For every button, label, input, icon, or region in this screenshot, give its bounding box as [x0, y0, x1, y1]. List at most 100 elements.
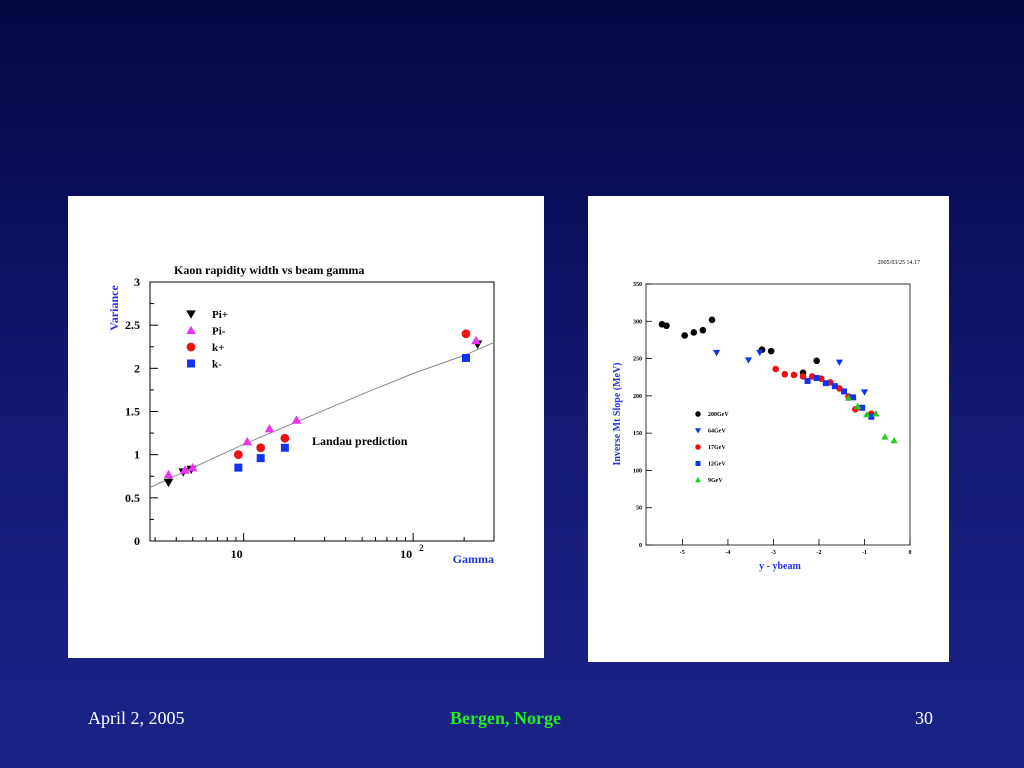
x-tick-label: 0	[909, 550, 912, 556]
legend-label: 200GeV	[708, 412, 729, 418]
data-point	[881, 433, 889, 440]
data-point	[712, 349, 721, 357]
data-point	[756, 349, 764, 357]
data-point	[854, 402, 862, 409]
data-point	[663, 322, 670, 330]
data-point	[242, 436, 253, 446]
data-point	[859, 404, 866, 411]
data-point	[291, 415, 302, 424]
inverse-mt-slope-chart: 2005/03/25 14.17 0 50 100 150 200 250 300 350 -5 -…	[612, 260, 920, 572]
x-tick-label: -5	[680, 550, 685, 556]
landau-prediction-curve	[149, 341, 495, 488]
legend-label: 9GeV	[708, 478, 723, 484]
data-point	[708, 316, 716, 324]
data-point	[233, 450, 243, 460]
legend-marker	[695, 461, 701, 466]
y-tick-label: 250	[633, 357, 642, 363]
legend-marker	[695, 428, 701, 434]
data-point	[187, 462, 198, 472]
data-point	[890, 437, 898, 444]
x-axis-label: Gamma	[453, 552, 494, 566]
data-point	[767, 347, 775, 355]
legend-marker	[186, 342, 196, 352]
x-tick-label: -4	[725, 550, 730, 556]
data-point	[813, 357, 820, 365]
legend-marker	[695, 477, 701, 483]
data-point	[841, 388, 847, 395]
data-point	[781, 370, 789, 378]
footer-page-number: 30	[915, 708, 933, 728]
data-point	[835, 359, 844, 366]
y-axis-label: Variance	[107, 285, 121, 331]
data-point	[461, 329, 471, 339]
y-tick-label: 300	[633, 319, 642, 325]
y-tick-label: 0.5	[125, 491, 140, 505]
y-tick-label: 50	[636, 506, 642, 512]
y-axis-label: Inverse Mt Slope (MeV)	[612, 362, 623, 465]
data-point	[790, 371, 798, 379]
kaon-variance-chart: Kaon rapidity width vs beam gamma 0 0.5 1 1.…	[107, 263, 495, 566]
y-tick-label: 2.5	[125, 318, 140, 332]
x-tick-label: 10	[231, 547, 243, 561]
legend-label: 12GeV	[708, 462, 726, 468]
data-point	[860, 389, 869, 396]
x-tick-label: -3	[771, 550, 776, 556]
x-tick-label: -1	[862, 550, 867, 556]
data-point	[256, 443, 266, 453]
data-point	[831, 383, 838, 390]
legend-marker	[186, 325, 196, 335]
y-tick-label: 200	[633, 394, 642, 400]
timestamp: 2005/03/25 14.17	[878, 260, 920, 266]
legend-label: Pi+	[212, 309, 228, 321]
legend-label: Pi-	[212, 326, 226, 338]
data-point	[280, 443, 289, 452]
data-point	[690, 329, 698, 336]
y-tick-label: 3	[134, 275, 140, 289]
data-point	[850, 394, 857, 401]
y-tick-label: 150	[633, 431, 642, 437]
data-point	[772, 365, 780, 373]
y-tick-label: 0	[134, 534, 140, 548]
data-point	[822, 380, 829, 387]
data-point	[844, 394, 853, 401]
legend-marker	[695, 411, 701, 417]
x-tick-label-exponent: 2	[419, 543, 424, 553]
data-point	[681, 332, 688, 339]
data-point	[471, 335, 481, 345]
data-point	[280, 433, 290, 443]
data-point	[804, 377, 811, 384]
y-tick-label: 100	[633, 468, 642, 474]
data-point	[163, 469, 174, 479]
chart-title: Kaon rapidity width vs beam gamma	[174, 263, 364, 277]
legend-marker	[187, 359, 195, 368]
data-point	[868, 413, 875, 420]
y-tick-label: 0	[639, 543, 642, 549]
plot-frame	[645, 283, 911, 546]
data-point	[461, 353, 470, 362]
data-point	[256, 454, 265, 463]
y-tick-label: 1.5	[125, 405, 140, 419]
data-point	[863, 410, 871, 418]
y-tick-label: 2	[134, 361, 140, 375]
data-point	[813, 374, 820, 381]
legend-label: k+	[212, 342, 224, 354]
data-point	[180, 465, 190, 474]
data-point	[872, 410, 880, 417]
legend-label: k-	[212, 359, 222, 371]
footer-location: Bergen, Norge	[450, 708, 561, 728]
legend-label: 17GeV	[708, 445, 726, 451]
right-chart-panel: 2005/03/25 14.17 0 50 100 150 200 250 300 350 -5 -…	[588, 196, 949, 662]
data-point	[163, 478, 174, 488]
data-point	[699, 326, 707, 334]
data-point	[264, 423, 275, 433]
x-tick-label: -2	[816, 550, 821, 556]
y-tick-label: 350	[633, 282, 642, 288]
data-point	[234, 463, 243, 472]
legend-label: 64GeV	[708, 429, 726, 435]
curve-annotation: Landau prediction	[312, 434, 408, 448]
x-tick-label: 10	[400, 547, 412, 561]
legend-marker	[695, 444, 701, 450]
data-point	[744, 357, 753, 364]
legend-marker	[186, 310, 196, 319]
